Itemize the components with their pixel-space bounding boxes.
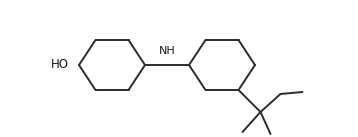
Text: HO: HO bbox=[51, 58, 69, 72]
Text: NH: NH bbox=[159, 46, 175, 56]
